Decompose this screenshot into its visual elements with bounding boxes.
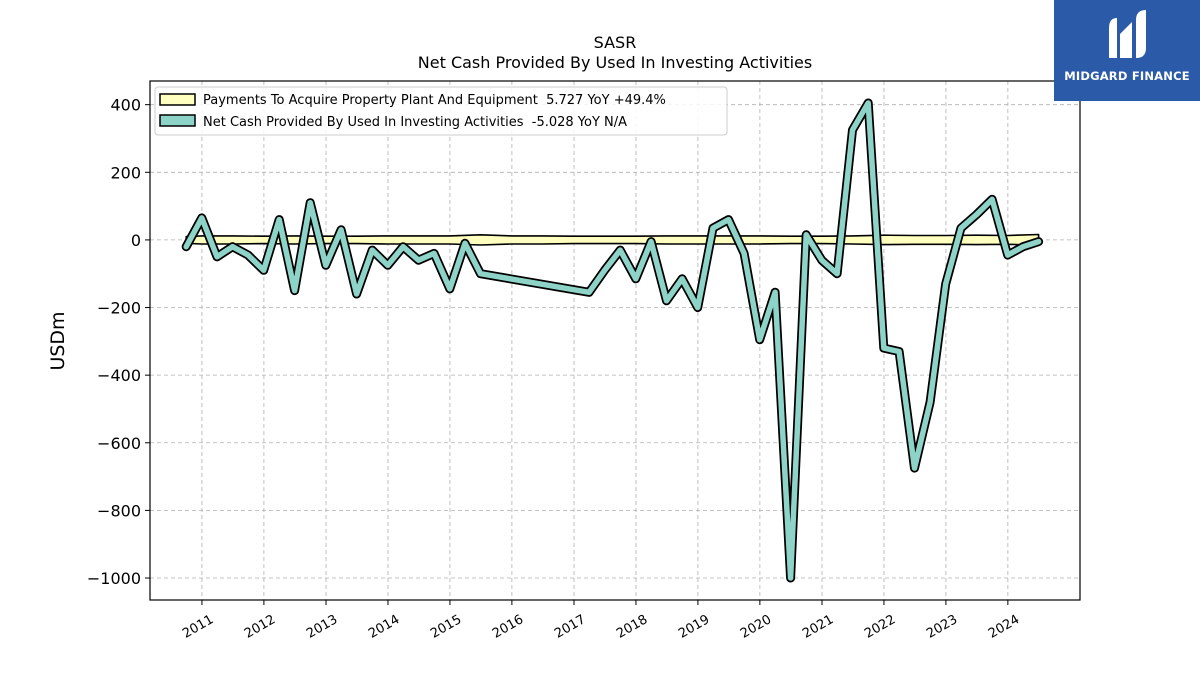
legend-swatch-ppe [159,93,196,106]
legend-swatch-investing [159,114,196,127]
midgard-logo-icon [1109,10,1146,58]
x-tick-label: 2021 [800,612,836,642]
chart-title: SASR [594,33,637,52]
brand-name: MIDGARD FINANCE [1064,69,1190,83]
legend-box [154,86,728,136]
legend: Payments To Acquire Property Plant And E… [154,86,728,136]
x-tick-label: 2015 [428,612,464,642]
y-tick-label: 200 [110,163,141,182]
y-tick-label: 400 [110,96,141,115]
brand-logo: MIDGARD FINANCE [1054,0,1200,101]
legend-label-ppe: Payments To Acquire Property Plant And E… [203,93,666,108]
x-tick-label: 2011 [180,612,216,642]
x-tick-label: 2017 [552,612,588,642]
y-tick-label: −200 [97,299,141,318]
chart-subtitle: Net Cash Provided By Used In Investing A… [418,53,812,72]
x-tick-label: 2019 [676,612,712,642]
y-axis-label: USDm [47,311,69,370]
y-tick-label: −400 [97,366,141,385]
x-tick-label: 2023 [924,612,960,642]
y-tick-label: −600 [97,434,141,453]
x-tick-label: 2012 [242,612,278,642]
x-tick-label: 2020 [738,612,774,642]
x-tick-label: 2018 [614,612,650,642]
investing-line [183,100,1042,581]
legend-label-investing: Net Cash Provided By Used In Investing A… [203,115,627,130]
axes: 400 200 0 −200 −400 −600 −800 −1000 2011 2012 2013… [87,96,1022,642]
y-tick-label: 0 [131,231,141,250]
x-tick-label: 2022 [862,612,898,642]
y-tick-label: −1000 [87,569,141,588]
x-tick-label: 2013 [304,612,340,642]
x-tick-label: 2024 [986,612,1022,642]
x-tick-label: 2014 [366,612,402,642]
x-tick-label: 2016 [490,612,526,642]
plot-frame [149,80,1081,601]
series-layer [181,98,1044,583]
investing-line-outline [181,98,1044,583]
grid [150,81,1080,600]
y-tick-label: −800 [97,501,141,520]
